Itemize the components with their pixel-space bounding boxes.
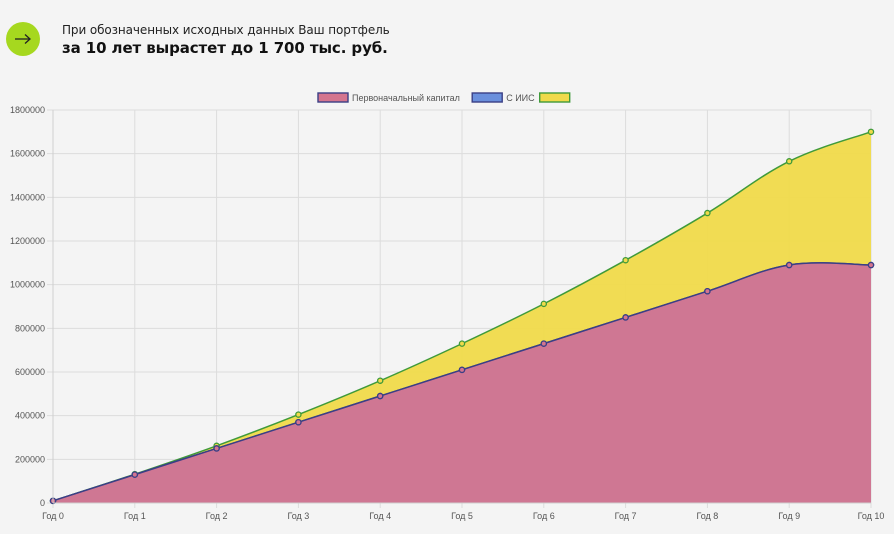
y-tick-label: 600000 xyxy=(15,367,45,377)
x-tick-label: Год 10 xyxy=(858,511,885,521)
x-tick-label: Год 4 xyxy=(369,511,391,521)
axes: 0 200000 400000 600000 800000 1000000 1200000 1… xyxy=(10,105,884,521)
series-point-0[interactable] xyxy=(867,261,875,269)
y-tick-label: 200000 xyxy=(15,454,45,464)
result-title: за 10 лет вырастет до 1 700 тыс. руб. xyxy=(62,39,388,57)
series-point-2[interactable] xyxy=(376,377,384,384)
result-subtitle: При обозначенных исходных данных Ваш пор… xyxy=(62,23,390,37)
y-tick-label: 1000000 xyxy=(10,280,45,290)
y-tick-label: 800000 xyxy=(15,323,45,333)
x-tick-label: Год 2 xyxy=(206,511,228,521)
series-point-2[interactable] xyxy=(622,256,629,264)
legend-swatch[interactable] xyxy=(539,92,571,103)
series-point-2[interactable] xyxy=(540,300,548,308)
legend-swatch[interactable] xyxy=(317,92,349,103)
series-point-0[interactable] xyxy=(785,261,793,269)
series-point-0[interactable] xyxy=(213,445,220,452)
x-tick-label: Год 1 xyxy=(124,511,146,521)
series-area-0 xyxy=(53,262,871,503)
series-point-2[interactable] xyxy=(295,411,302,418)
legend-swatch[interactable] xyxy=(471,92,503,103)
y-tick-label: 0 xyxy=(40,498,45,508)
legend: Первоначальный капитал С ИИС xyxy=(317,92,571,103)
y-tick-label: 1600000 xyxy=(10,149,45,159)
series-point-0[interactable] xyxy=(704,287,711,295)
y-tick-label: 1200000 xyxy=(10,236,45,246)
legend-item-0[interactable]: Первоначальный капитал xyxy=(317,92,460,103)
legend-label[interactable]: С ИИС xyxy=(506,93,535,103)
x-tick-label: Год 7 xyxy=(615,511,637,521)
series-point-2[interactable] xyxy=(785,158,793,165)
y-tick-label: 1400000 xyxy=(10,192,45,202)
series-point-0[interactable] xyxy=(295,418,302,426)
series-point-0[interactable] xyxy=(131,471,139,478)
series-areas xyxy=(52,131,872,504)
series-point-0[interactable] xyxy=(376,392,384,400)
series-point-2[interactable] xyxy=(867,128,875,136)
result-header: При обозначенных исходных данных Ваш пор… xyxy=(6,22,390,58)
y-tick-label: 1800000 xyxy=(10,105,45,115)
arrow-right-icon xyxy=(15,34,31,44)
x-tick-label: Год 9 xyxy=(778,511,800,521)
y-tick-label: 400000 xyxy=(15,411,45,421)
x-tick-label: Год 5 xyxy=(451,511,473,521)
legend-item-2[interactable] xyxy=(539,92,571,103)
x-tick-label: Год 8 xyxy=(696,511,718,521)
series-point-0[interactable] xyxy=(458,366,466,374)
legend-item-1[interactable]: С ИИС xyxy=(471,92,535,103)
legend-label[interactable]: Первоначальный капитал xyxy=(352,93,460,103)
series-point-2[interactable] xyxy=(458,340,466,347)
result-text: При обозначенных исходных данных Ваш пор… xyxy=(62,22,390,58)
series-point-2[interactable] xyxy=(704,209,711,217)
arrow-right-button[interactable] xyxy=(6,22,40,56)
series-point-0[interactable] xyxy=(622,314,629,321)
x-tick-label: Год 0 xyxy=(42,511,64,521)
series-point-0[interactable] xyxy=(540,340,548,347)
x-tick-label: Год 3 xyxy=(287,511,309,521)
x-tick-label: Год 6 xyxy=(533,511,555,521)
